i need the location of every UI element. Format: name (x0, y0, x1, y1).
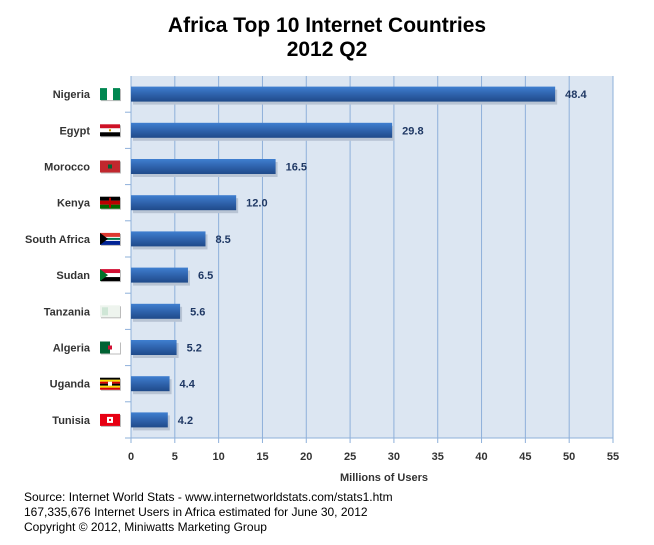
flag-part (100, 269, 120, 274)
category-label: Nigeria (53, 89, 91, 101)
x-tick-label: 0 (128, 451, 134, 463)
category-label: Algeria (53, 343, 91, 355)
data-label: 5.2 (187, 343, 202, 355)
chart-title: Africa Top 10 Internet Countries (167, 14, 487, 37)
bar-algeria (131, 340, 177, 355)
category-label: South Africa (25, 234, 91, 246)
bar-chart: 0 5 10 15 20 25 30 35 40 45 50 55 Millions of Users N… (25, 76, 619, 484)
chart-subtitle: 2012 Q2 (286, 38, 368, 61)
x-tick-label: 15 (256, 451, 268, 463)
tunisia-flag-icon (100, 413, 121, 427)
bar-egypt (131, 122, 393, 138)
flag-part (100, 238, 120, 245)
bar-south-africa (131, 231, 206, 247)
footer-source: Source: Internet World Stats - www.inter… (24, 490, 393, 504)
category-label: Morocco (44, 162, 90, 174)
category-label: Kenya (57, 198, 91, 210)
flag-part (100, 132, 120, 137)
category-label: Tunisia (52, 415, 91, 427)
nigeria-flag-icon (100, 88, 121, 102)
x-axis-title: Millions of Users (340, 472, 428, 484)
flag-part (100, 377, 120, 380)
bar-tanzania (131, 303, 181, 319)
flag-part (100, 124, 120, 129)
data-label: 4.4 (180, 379, 196, 391)
flag-part (100, 387, 120, 390)
flag-part (100, 237, 120, 240)
data-label: 8.5 (215, 234, 230, 246)
flag-part (109, 197, 111, 208)
x-tick-label: 35 (432, 451, 444, 463)
data-label: 4.2 (178, 415, 193, 427)
data-label: 29.8 (402, 125, 423, 137)
data-label: 6.5 (198, 270, 213, 282)
x-tick-label: 25 (344, 451, 356, 463)
bar-uganda (131, 376, 170, 392)
x-tick-label: 20 (300, 451, 312, 463)
category-label: Sudan (56, 270, 90, 282)
tanzania-flag-icon (100, 305, 121, 319)
x-tick-label: 30 (388, 451, 400, 463)
x-tick-label: 55 (607, 451, 619, 463)
flag-part (100, 232, 108, 245)
x-tick-label: 50 (563, 451, 575, 463)
flag-part (100, 273, 120, 278)
flag-part (109, 418, 111, 421)
bar-morocco (131, 159, 276, 174)
footer-estimate: 167,335,676 Internet Users in Africa est… (24, 505, 368, 519)
category-label: Egypt (59, 125, 90, 137)
flag-part (100, 232, 120, 239)
x-tick-label: 45 (519, 451, 531, 463)
flag-part (113, 88, 120, 101)
bar-kenya (131, 195, 237, 211)
flag-part (100, 341, 110, 354)
flag-part (100, 385, 120, 388)
bar-nigeria (131, 86, 556, 102)
footer-copyright: Copyright © 2012, Miniwatts Marketing Gr… (24, 520, 267, 534)
flag-part (109, 129, 111, 132)
flag-part (100, 277, 120, 282)
flag-part (102, 307, 108, 316)
flag-part (110, 341, 120, 354)
flag-part (108, 164, 112, 169)
x-tick-label: 5 (172, 451, 178, 463)
category-label: Uganda (50, 379, 91, 391)
x-tick-label: 10 (213, 451, 225, 463)
bar-tunisia (131, 412, 168, 428)
data-label: 48.4 (565, 89, 587, 101)
category-label: Tanzania (44, 306, 91, 318)
uganda-flag-icon (100, 377, 121, 391)
bar-sudan (131, 267, 188, 283)
data-label: 16.5 (286, 162, 307, 174)
kenya-flag-icon (100, 196, 121, 210)
flag-part (108, 345, 112, 350)
flag-part (100, 379, 120, 382)
data-label: 5.6 (190, 306, 205, 318)
flag-part (100, 88, 107, 101)
morocco-flag-icon (100, 160, 121, 174)
flag-part (100, 269, 108, 282)
x-tick-label: 40 (475, 451, 487, 463)
flag-part (108, 381, 112, 386)
algeria-flag-icon (100, 341, 121, 355)
data-label: 12.0 (246, 198, 267, 210)
sudan-flag-icon (100, 269, 121, 283)
egypt-flag-icon (100, 124, 121, 138)
south-africa-flag-icon (100, 232, 121, 246)
flag-part (107, 88, 113, 101)
